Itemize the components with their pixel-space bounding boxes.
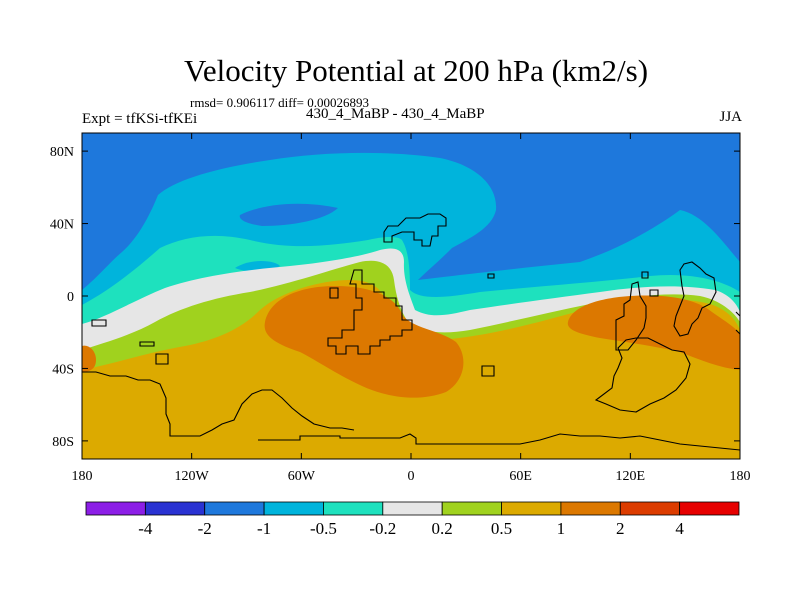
x-tick-label: 180 [72, 469, 93, 484]
colorbar-label: 4 [675, 519, 684, 538]
contour-region-positive-max-indian [567, 295, 740, 370]
colorbar-label: -1 [257, 519, 271, 538]
chart-title: Velocity Potential at 200 hPa (km2/s) [183, 53, 649, 88]
colorbar-swatch [619, 501, 681, 516]
colorbar-swatch [441, 501, 502, 516]
y-tick-label: 80S [52, 435, 74, 450]
colorbar-swatch [85, 501, 146, 516]
colorbar-label: 2 [616, 519, 625, 538]
coastline-antarctica [258, 433, 740, 451]
experiment-label: Expt = tfKSi-tfKEi [82, 111, 198, 127]
colorbar: -4 -2 -1 -0.5 -0.2 0.2 0.5 1 2 4 [85, 501, 740, 538]
season-label: JJA [719, 109, 742, 125]
coastline-island-tropics [487, 273, 495, 279]
contour-fill [82, 133, 740, 459]
y-tick-label: 40S [52, 362, 74, 377]
coastline-africa-europe [383, 213, 447, 247]
contour-region-negative-gap [239, 203, 338, 226]
x-tick-label: 60W [288, 469, 316, 484]
x-axis: 180 120W 60W 0 60E 120E 180 [72, 133, 751, 484]
coastline-island-atlantic [329, 287, 339, 299]
colorbar-label: -0.5 [310, 519, 337, 538]
coastline-island-east [641, 271, 649, 279]
y-tick-label: 0 [67, 290, 74, 305]
x-tick-label: 120E [616, 469, 646, 484]
colorbar-swatch [204, 501, 265, 516]
colorbar-swatch [263, 501, 324, 516]
coastline-maritime-asia [615, 281, 647, 351]
x-tick-label: 120W [175, 469, 210, 484]
coastline-east-edge [735, 311, 740, 335]
colorbar-swatch [382, 501, 443, 516]
x-tick-label: 0 [408, 469, 415, 484]
colorbar-swatch [560, 501, 621, 516]
coastline-africa [327, 269, 413, 355]
contour-region-positive-western-edge [82, 345, 96, 372]
y-tick-label: 40N [50, 218, 74, 233]
case-label: 430_4_MaBP - 430_4_MaBP [306, 106, 485, 122]
coastline-east-asia [673, 261, 717, 337]
coastlines [82, 213, 740, 451]
coastline-island-west-pacific-2 [139, 341, 155, 347]
coastline-australia [594, 337, 691, 413]
colorbar-swatch [501, 501, 562, 516]
y-tick-label: 80N [50, 145, 74, 160]
coastline-island-indian [481, 365, 495, 377]
colorbar-label: -2 [198, 519, 212, 538]
colorbar-swatch [144, 501, 206, 516]
colorbar-swatch [679, 501, 740, 516]
coastline-island-pacific-box [155, 353, 169, 365]
colorbar-label: -4 [138, 519, 153, 538]
coastline-island-southeast [649, 289, 659, 297]
colorbar-label: 0.5 [491, 519, 512, 538]
x-tick-label: 60E [509, 469, 532, 484]
colorbar-label: 0.2 [432, 519, 453, 538]
coastline-island-west-pacific [91, 319, 107, 327]
colorbar-swatch [323, 501, 384, 516]
contour-region-teal-gap [172, 246, 206, 265]
coastline-south-america [82, 371, 355, 437]
x-tick-label: 180 [730, 469, 751, 484]
contour-region-positive-max-atlantic [264, 286, 464, 398]
stats-label: rmsd= 0.906117 diff= 0.00026893 [190, 95, 369, 110]
y-axis: 80N 40N 0 40S 80S [50, 145, 740, 450]
colorbar-label: -0.2 [369, 519, 396, 538]
colorbar-label: 1 [557, 519, 566, 538]
